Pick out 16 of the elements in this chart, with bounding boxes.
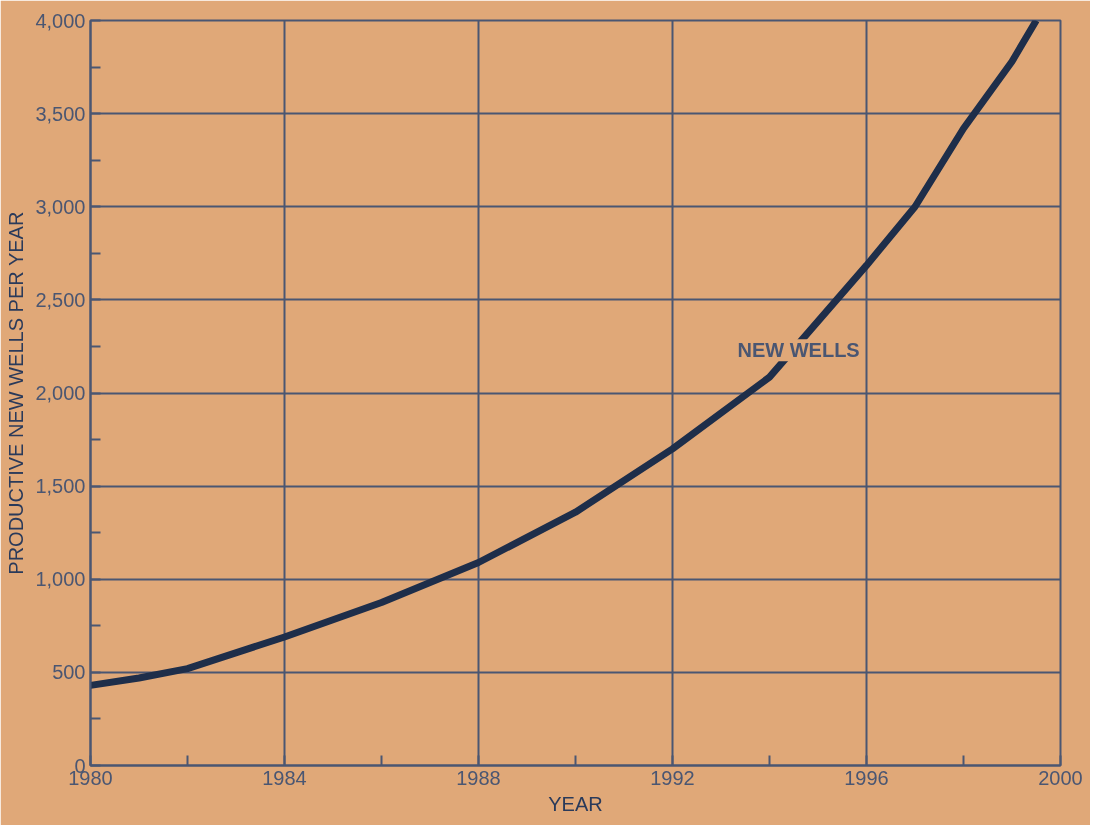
y-tick-label: 1,000 [35,568,86,591]
y-tick-label: 4,000 [35,9,86,32]
y-tick-label: 3,500 [35,102,86,125]
y-tick-label: 2,500 [35,288,86,311]
x-tick-label: 1996 [844,766,889,789]
y-axis-title: PRODUCTIVE NEW WELLS PER YEAR [5,211,28,575]
y-tick-label: 2,000 [35,382,86,404]
x-tick-label: 1992 [650,766,695,789]
y-tick-label: 1,500 [35,475,86,498]
y-tick-label: 3,000 [35,195,86,218]
x-tick-label: 1988 [456,766,501,789]
x-axis-title: YEAR [548,792,603,815]
y-tick-label: 500 [52,661,86,684]
x-tick-label: 2000 [1038,766,1083,789]
x-tick-label: 1984 [262,766,307,789]
annotation: NEW WELLS [737,339,860,362]
